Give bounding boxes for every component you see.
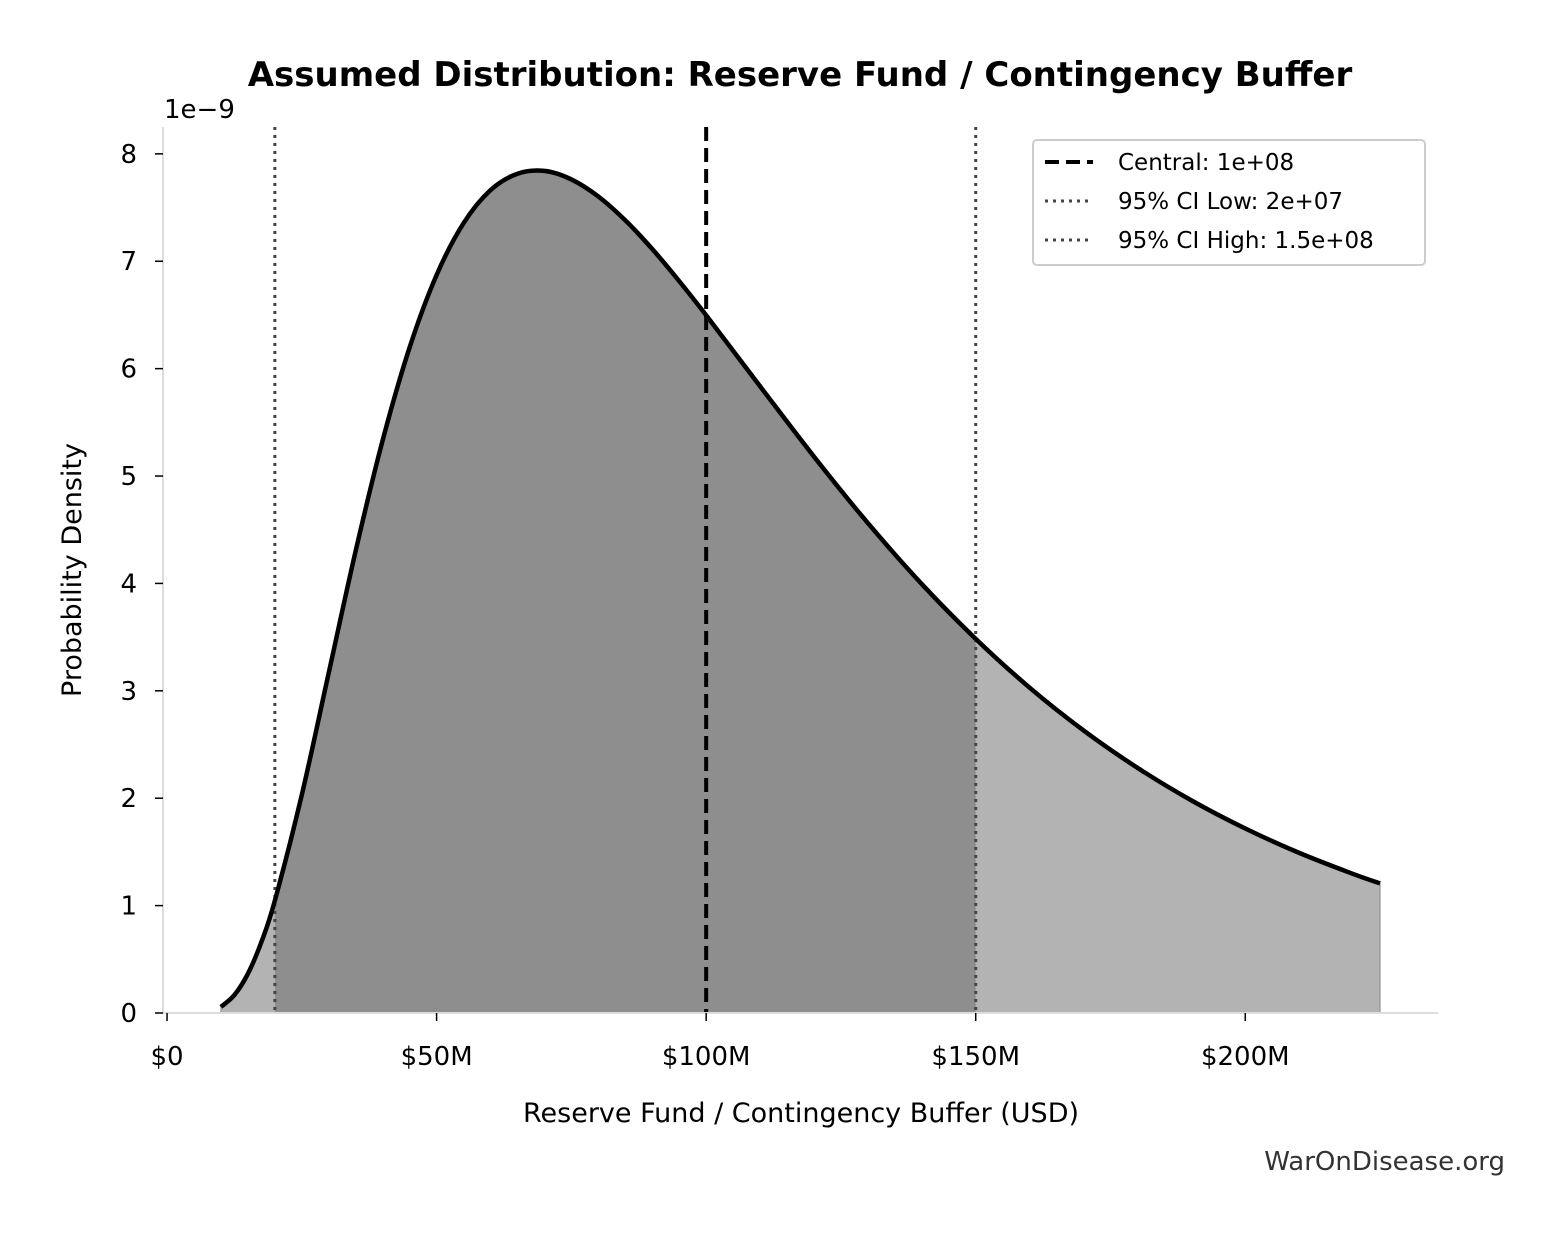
x-tick-label: $100M (662, 1042, 751, 1072)
x-tick-label: $150M (931, 1042, 1020, 1072)
y-tick-label: 4 (120, 569, 137, 599)
legend-label: 95% CI Low: 2e+07 (1118, 189, 1343, 215)
watermark: WarOnDisease.org (1264, 1147, 1505, 1177)
plot-area (219, 127, 1381, 1014)
legend-box (1032, 139, 1426, 266)
y-axis-label: Probability Density (57, 443, 88, 697)
legend-label: Central: 1e+08 (1118, 150, 1294, 176)
y-tick-label: 3 (120, 677, 137, 707)
y-tick-label: 6 (120, 355, 137, 385)
x-tick-label: $50M (401, 1042, 473, 1072)
density-curve (219, 168, 1381, 1009)
y-tick-label: 5 (120, 462, 137, 492)
y-tick-label: 8 (120, 140, 137, 170)
y-tick-label: 2 (120, 784, 137, 814)
axes: $0 $50M $100M $150M $200M 0 1 2 3 4 5 6 7 8 (120, 127, 1438, 1072)
x-axis-label: Reserve Fund / Contingency Buffer (USD) (523, 1098, 1079, 1129)
y-scale-label: 1e−9 (164, 95, 235, 125)
y-tick-label: 7 (120, 247, 137, 277)
chart-title: Assumed Distribution: Reserve Fund / Con… (248, 55, 1353, 95)
legend: Central: 1e+08 95% CI Low: 2e+07 95% CI Hi… (1032, 139, 1426, 266)
y-tick-label: 0 (120, 999, 137, 1029)
y-tick-label: 1 (120, 892, 137, 922)
legend-label: 95% CI High: 1.5e+08 (1118, 228, 1374, 254)
x-tick-label: $0 (150, 1042, 183, 1072)
x-tick-label: $200M (1201, 1042, 1290, 1072)
ci-fill (274, 170, 976, 1013)
